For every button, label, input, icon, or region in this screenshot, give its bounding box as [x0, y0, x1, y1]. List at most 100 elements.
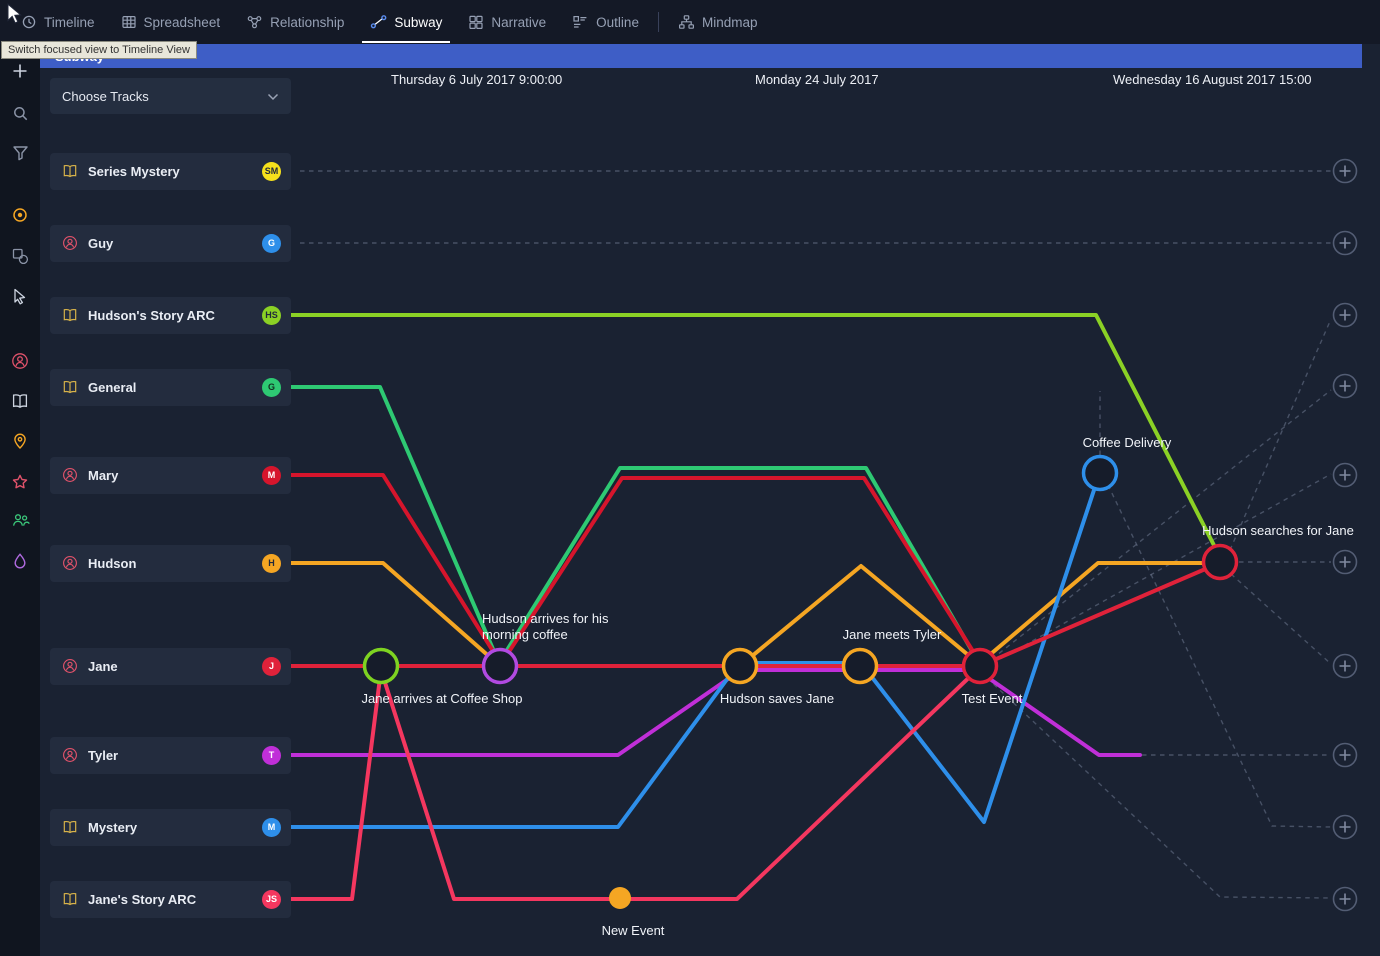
dashed-connector-5 — [1107, 484, 1332, 828]
book-icon — [62, 819, 78, 835]
track-label: Mary — [88, 467, 119, 483]
event-label-coffee-delivery: Coffee Delivery — [1083, 435, 1172, 450]
track-item-hudson[interactable]: Hudson H — [50, 544, 291, 582]
subway-icon — [370, 14, 387, 30]
event-node-test-event[interactable] — [961, 647, 999, 685]
subway-line-tyler — [289, 668, 1142, 757]
event-node-hudson-saves-jane[interactable] — [721, 647, 759, 685]
tab-narrative[interactable]: Narrative — [455, 0, 559, 44]
left-toolbar — [0, 44, 40, 956]
tab-outline[interactable]: Outline — [559, 0, 652, 44]
event-label-jane-arrives-at-coffee-shop: Jane arrives at Coffee Shop — [362, 691, 523, 706]
track-badge: M — [262, 465, 281, 485]
palette-icon[interactable] — [0, 202, 40, 228]
tooltip: Switch focused view to Timeline View — [1, 41, 197, 59]
book-icon — [62, 891, 78, 907]
plus-icon — [1339, 893, 1351, 905]
track-label: Tyler — [88, 747, 119, 763]
character-icon — [62, 555, 78, 571]
track-badge: G — [262, 233, 281, 253]
track-item-mary[interactable]: Mary M — [50, 456, 291, 494]
event-node-jane-arrives-at-coffee-shop[interactable] — [362, 647, 400, 685]
event-label-new-event: New Event — [602, 923, 665, 938]
event-node-hudson-arrives-morning-coffee[interactable] — [481, 647, 519, 685]
location-pin-icon[interactable] — [0, 428, 40, 454]
track-badge: SM — [262, 161, 281, 181]
view-header-bar: Subway — [40, 44, 1362, 68]
search-icon[interactable] — [0, 100, 40, 126]
subway-line-hudson — [289, 561, 1221, 668]
book-icon[interactable] — [0, 388, 40, 414]
mouse-cursor — [5, 3, 27, 32]
event-label-test-event: Test Event — [962, 691, 1023, 706]
event-node-new-event[interactable] — [609, 887, 631, 909]
droplet-icon[interactable] — [0, 548, 40, 574]
track-badge: T — [262, 745, 281, 765]
character-icon — [62, 467, 78, 483]
tab-label: Narrative — [491, 14, 547, 30]
spreadsheet-icon — [121, 14, 137, 30]
relationship-icon — [246, 14, 263, 30]
event-label-hudson-searches-for-jane: Hudson searches for Jane — [1202, 523, 1354, 538]
track-badge: HS — [262, 305, 281, 325]
character-icon — [62, 658, 78, 674]
plus-icon[interactable] — [0, 58, 40, 84]
choose-tracks-dropdown[interactable]: Choose Tracks — [50, 78, 291, 114]
tab-label: Subway — [394, 14, 443, 30]
character-icon[interactable] — [0, 348, 40, 374]
track-item-tyler[interactable]: Tyler T — [50, 736, 291, 774]
chevron-down-icon — [267, 89, 279, 104]
character-icon — [62, 747, 78, 763]
tab-mindmap[interactable]: Mindmap — [665, 0, 771, 44]
track-item-guy[interactable]: Guy G — [50, 224, 291, 262]
book-icon — [62, 163, 78, 179]
track-badge: G — [262, 377, 281, 397]
event-node-jane-meets-tyler[interactable] — [841, 647, 879, 685]
tab-label: Outline — [596, 14, 639, 30]
dashed-connector-2 — [991, 389, 1332, 660]
nav-separator — [657, 12, 659, 32]
timeline-header-0: Thursday 6 July 2017 9:00:00 — [391, 72, 563, 87]
top-nav: Timeline Spreadsheet Relationship Subway Nar… — [0, 0, 1380, 44]
plus-icon — [1339, 237, 1351, 249]
people-icon[interactable] — [0, 507, 40, 533]
tab-subway[interactable]: Subway — [357, 0, 455, 44]
book-icon — [62, 307, 78, 323]
plus-icon — [1339, 749, 1351, 761]
shapes-icon[interactable] — [0, 243, 40, 269]
track-item-janes-story-arc[interactable]: Jane's Story ARC JS — [50, 880, 291, 918]
track-label: Hudson — [88, 555, 137, 571]
star-icon[interactable] — [0, 469, 40, 495]
filter-icon[interactable] — [0, 139, 40, 165]
select-cursor-icon[interactable] — [0, 283, 40, 309]
event-node-coffee-delivery[interactable] — [1081, 454, 1119, 492]
tab-spreadsheet[interactable]: Spreadsheet — [108, 0, 234, 44]
subway-line-general — [289, 385, 981, 665]
track-badge: J — [262, 656, 281, 676]
event-node-hudson-searches-for-jane[interactable] — [1201, 543, 1239, 581]
choose-tracks-label: Choose Tracks — [62, 88, 149, 104]
track-badge: H — [262, 553, 281, 573]
plus-icon — [1339, 165, 1351, 177]
track-label: Hudson's Story ARC — [88, 307, 215, 323]
plus-icon — [1339, 380, 1351, 392]
track-item-mystery[interactable]: Mystery M — [50, 808, 291, 846]
track-item-hudsons-story-arc[interactable]: Hudson's Story ARC HS — [50, 296, 291, 334]
narrative-icon — [468, 14, 484, 30]
track-label: General — [88, 379, 137, 395]
book-icon — [62, 379, 78, 395]
tab-label: Relationship — [270, 14, 345, 30]
tab-relationship[interactable]: Relationship — [233, 0, 357, 44]
tab-timeline[interactable]: Timeline — [8, 0, 108, 44]
outline-icon — [572, 14, 589, 30]
track-item-jane[interactable]: Jane J — [50, 647, 291, 685]
track-item-general[interactable]: General G — [50, 368, 291, 406]
timeline-header-2: Wednesday 16 August 2017 15:00 — [1113, 72, 1312, 87]
track-badge: M — [262, 817, 281, 837]
subway-line-mystery — [289, 476, 1100, 829]
event-label-hudson-arrives-morning-coffee: morning coffee — [482, 627, 568, 642]
subway-line-hudsons-story-arc — [289, 313, 1223, 561]
track-item-series-mystery[interactable]: Series Mystery SM — [50, 152, 291, 190]
